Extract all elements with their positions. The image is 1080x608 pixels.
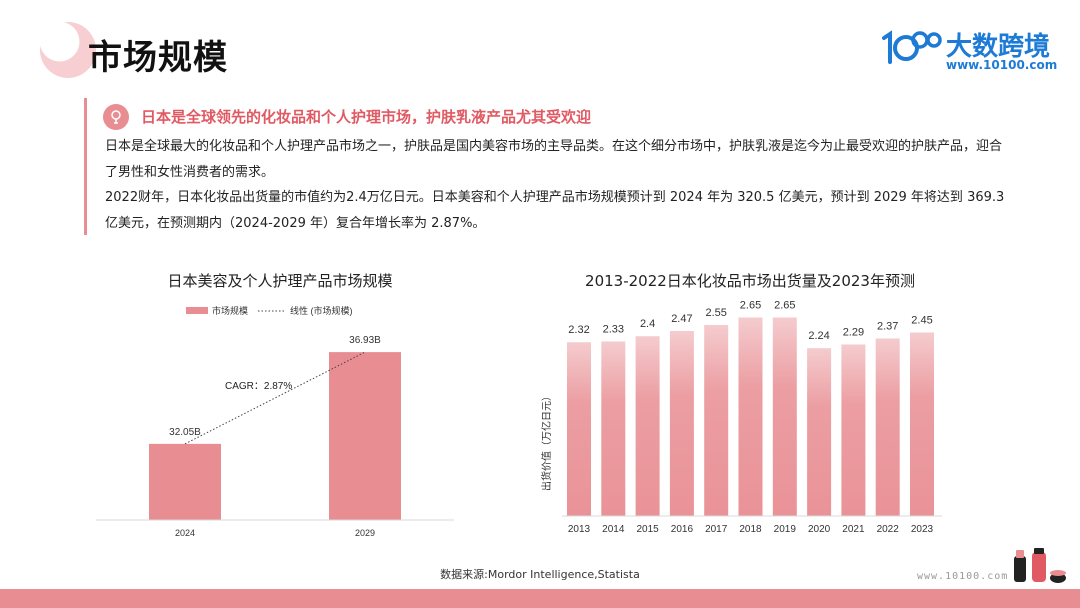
title-decoration — [40, 22, 96, 78]
x-tick-2015: 2015 — [636, 524, 659, 535]
value-label-2014: 2.33 — [603, 323, 624, 335]
x-tick-2021: 2021 — [842, 524, 865, 535]
data-source: 数据来源:Mordor Intelligence,Statista — [440, 568, 640, 581]
bar-2022 — [875, 338, 900, 516]
value-label-2023: 2.45 — [911, 314, 932, 326]
value-label-2020: 2.24 — [808, 330, 829, 342]
bar-2024 — [149, 443, 221, 520]
value-label-2018: 2.65 — [740, 300, 761, 311]
value-label-2019: 2.65 — [774, 300, 795, 311]
value-label-2029: 36.93B — [349, 335, 381, 346]
cagr-annotation: CAGR：2.87% — [225, 381, 292, 392]
bar-2015 — [635, 336, 660, 516]
footer-band — [0, 589, 1080, 608]
intro-paragraph-1: 日本是全球最大的化妆品和个人护理产品市场之一，护肤品是国内美容市场的主导品类。在… — [105, 139, 1003, 180]
x-tick-2019: 2019 — [774, 524, 797, 535]
logo-mark-icon — [882, 30, 942, 64]
x-tick-2020: 2020 — [808, 524, 831, 535]
value-label-2022: 2.37 — [877, 320, 898, 332]
left-chart-legend: 市场规模 线性 (市场规模) — [186, 305, 353, 316]
x-tick-2029: 2029 — [355, 528, 375, 538]
right-chart-title: 2013-2022日本化妆品市场出货量及2023年预测 — [585, 272, 915, 290]
bar-2014 — [601, 341, 626, 516]
market-size-chart: 市场规模 线性 (市场规模) 32.05B 2024 36.93B 2029 CAGR：2.… — [96, 305, 454, 538]
trend-line — [184, 351, 366, 445]
bar-2029 — [329, 352, 401, 520]
cosmetics-bottles-icon — [1014, 548, 1066, 583]
intro-heading: 日本是全球领先的化妆品和个人护理市场，护肤乳液产品尤其受欢迎 — [141, 108, 592, 126]
bar-2016 — [669, 330, 694, 516]
y-axis-label: 出货价值（万亿日元） — [540, 391, 553, 491]
legend-swatch-bar — [186, 307, 208, 314]
x-tick-2014: 2014 — [602, 524, 625, 535]
value-label-2021: 2.29 — [843, 326, 864, 338]
left-chart-title: 日本美容及个人护理产品市场规模 — [167, 272, 393, 290]
bar-2017 — [704, 324, 729, 516]
intro-section: 日本是全球领先的化妆品和个人护理市场，护肤乳液产品尤其受欢迎 日本是全球最大的化… — [84, 98, 1004, 235]
bar-2018 — [738, 317, 763, 516]
logo-url: www.10100.com — [946, 58, 1058, 72]
bar-2013 — [567, 342, 591, 516]
legend-label-bar: 市场规模 — [212, 305, 248, 316]
footer-url: www.10100.com — [917, 571, 1009, 582]
x-tick-2017: 2017 — [705, 524, 728, 535]
x-tick-2022: 2022 — [877, 524, 900, 535]
bulb-icon — [103, 104, 129, 130]
x-tick-2018: 2018 — [739, 524, 762, 535]
x-tick-2024: 2024 — [175, 528, 195, 538]
bar-2023 — [910, 332, 934, 516]
shipment-value-chart: 出货价值（万亿日元） 2.32 2013 2.33 2014 2.4 2015 2.47 201… — [540, 300, 942, 535]
bar-2021 — [841, 344, 866, 516]
bar-2019 — [772, 317, 797, 516]
x-tick-2016: 2016 — [671, 524, 694, 535]
logo-name: 大数跨境 — [946, 32, 1051, 62]
legend-label-trend: 线性 (市场规模) — [290, 305, 353, 316]
brand-logo: 大数跨境 www.10100.com — [880, 26, 1060, 76]
value-label-2017: 2.55 — [705, 307, 726, 319]
value-label-2016: 2.47 — [671, 313, 692, 325]
value-label-2015: 2.4 — [640, 318, 655, 330]
value-label-2013: 2.32 — [568, 324, 589, 336]
value-label-2024: 32.05B — [169, 427, 201, 438]
intro-paragraph-2: 2022财年，日本化妆品出货量的市值约为2.4万亿日元。日本美容和个人护理产品市… — [105, 190, 1005, 231]
x-tick-2013: 2013 — [568, 524, 591, 535]
x-tick-2023: 2023 — [911, 524, 934, 535]
page-title: 市场规模 — [88, 38, 228, 78]
bar-2020 — [807, 348, 832, 516]
intro-body: 日本是全球最大的化妆品和个人护理产品市场之一，护肤品是国内美容市场的主导品类。在… — [105, 134, 1005, 236]
